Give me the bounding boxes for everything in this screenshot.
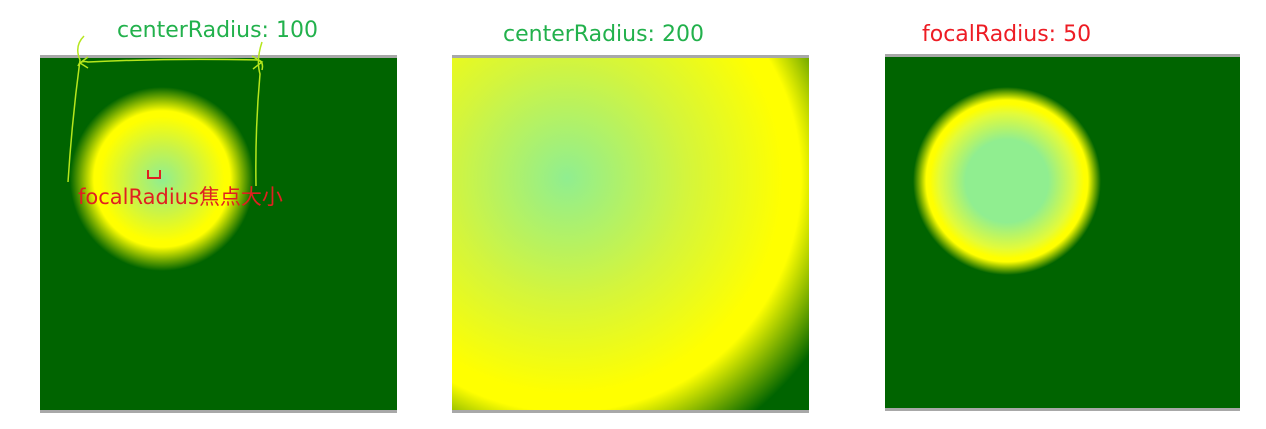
gradient-panel-focal-radius-50 [885,54,1240,411]
focal-radius-annotation-label: focalRadius焦点大小 [78,185,283,209]
gradient-panel-center-radius-200 [452,55,809,413]
radial-gradient-circle [913,87,1101,275]
gradient-panel-center-radius-100 [40,55,397,413]
radial-gradient-circle [452,58,809,410]
caption-focal-radius-50: focalRadius: 50 [922,22,1092,47]
caption-center-radius-100: centerRadius: 100 [117,18,318,43]
radial-gradient-circle [70,87,254,271]
caption-center-radius-200: centerRadius: 200 [503,22,704,47]
